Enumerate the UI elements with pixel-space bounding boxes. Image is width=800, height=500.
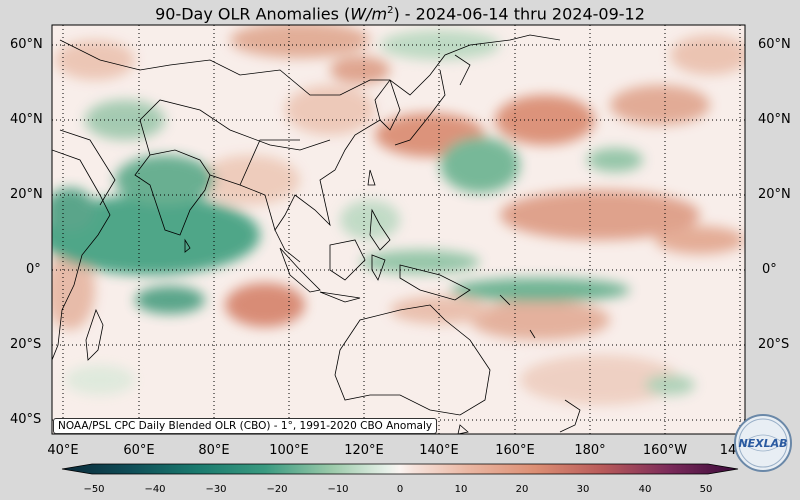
nexlab-logo[interactable]: NEXLAB bbox=[733, 412, 793, 474]
colorbar-tick: 10 bbox=[454, 484, 468, 495]
lon-label-160w: 160°W bbox=[642, 443, 688, 458]
colorbar-tick: 30 bbox=[576, 484, 590, 495]
lat-label-40n-right: 40°N bbox=[758, 112, 791, 127]
lon-label-100e: 100°E bbox=[269, 443, 309, 458]
colorbar-tick: 50 bbox=[699, 484, 713, 495]
lat-label-60n-right: 60°N bbox=[758, 37, 791, 52]
lat-label-20s-left: 20°S bbox=[10, 337, 42, 352]
map-title: 90-Day OLR Anomalies (W/m2) - 2024-06-14… bbox=[155, 4, 645, 24]
colorbar-tick: −40 bbox=[144, 484, 166, 495]
colorbar-tick: −10 bbox=[327, 484, 349, 495]
map-frame bbox=[51, 24, 746, 435]
lon-label-140w-partial: 14 bbox=[719, 443, 737, 458]
lat-label-60n-left: 60°N bbox=[10, 37, 43, 52]
lat-label-40n-left: 40°N bbox=[10, 112, 43, 127]
globe-icon bbox=[742, 434, 784, 452]
lon-label-160e: 160°E bbox=[495, 443, 535, 458]
lon-label-140e: 140°E bbox=[419, 443, 459, 458]
colorbar-tick: 40 bbox=[638, 484, 652, 495]
lat-label-20n-left: 20°N bbox=[10, 187, 43, 202]
colorbar-tick: 20 bbox=[515, 484, 529, 495]
lat-label-eq-right: 0° bbox=[762, 262, 777, 277]
data-source-credit: NOAA/PSL CPC Daily Blended OLR (CBO) - 1… bbox=[53, 418, 438, 434]
lat-label-20n-right: 20°N bbox=[758, 187, 791, 202]
lon-label-80e: 80°E bbox=[198, 443, 230, 458]
colorbar-tick: −50 bbox=[83, 484, 105, 495]
colorbar-tick: −30 bbox=[205, 484, 227, 495]
lat-label-eq-left: 0° bbox=[26, 262, 41, 277]
lat-label-20s-right: 20°S bbox=[758, 337, 790, 352]
colorbar-tick: 0 bbox=[396, 484, 404, 495]
graticule bbox=[52, 25, 745, 434]
lon-label-180: 180° bbox=[574, 443, 606, 458]
lon-label-60e: 60°E bbox=[123, 443, 155, 458]
lon-label-120e: 120°E bbox=[344, 443, 384, 458]
colorbar-tick: −20 bbox=[266, 484, 288, 495]
lon-label-40e: 40°E bbox=[47, 443, 79, 458]
lat-label-40s-left: 40°S bbox=[10, 412, 42, 427]
land-outlines bbox=[52, 34, 581, 434]
logo-text: NEXLAB bbox=[738, 437, 787, 450]
